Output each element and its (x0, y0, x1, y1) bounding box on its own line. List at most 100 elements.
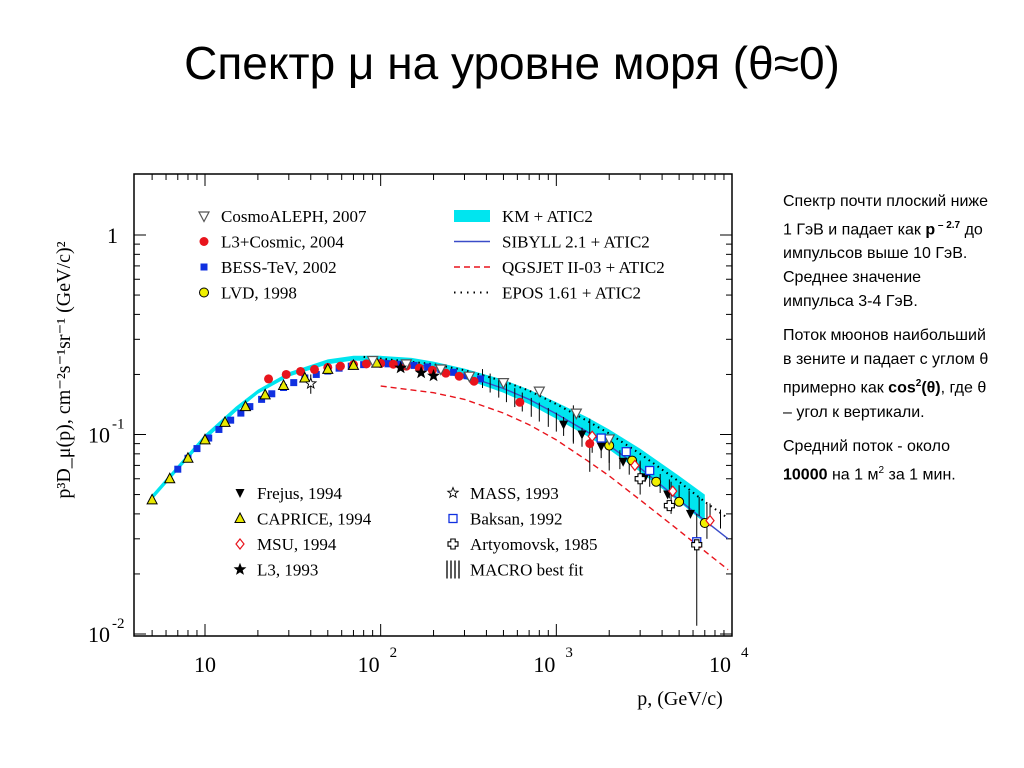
legend-top-marker (200, 263, 208, 271)
point-caprice-1994 (182, 451, 194, 463)
point-bess-tev-2002 (205, 434, 213, 442)
point-baksan-1992 (596, 433, 606, 443)
point-caprice-1994 (163, 472, 176, 484)
legend-bottom-left-marker (234, 511, 246, 523)
data-points (146, 355, 721, 626)
point-lvd-1998 (674, 496, 685, 507)
point-cosmoaleph-2007 (497, 378, 510, 390)
point-caprice-1994 (277, 378, 290, 391)
y-tick-label: 10 (88, 622, 110, 647)
point-cosmoaleph-2007 (603, 434, 616, 446)
point-bess-tev-2002 (410, 361, 418, 369)
point-cosmoaleph-2007 (366, 355, 379, 368)
point-artyomovsk-1985 (634, 473, 646, 485)
slide-title: Спектр μ на уровне моря (θ≈0) (184, 37, 840, 89)
legend-bottom-left-label: MSU, 1994 (257, 535, 337, 554)
legend-bottom-left-label: L3, 1993 (257, 561, 318, 580)
side-paragraph-1: Спектр почти плоский ниже 1 ГэВ и падает… (783, 193, 988, 311)
y-tick-label-exponent: -1 (112, 417, 125, 433)
point-bess-tev-2002 (174, 465, 182, 473)
point-bess-tev-2002 (193, 445, 201, 453)
point-caprice-1994 (219, 415, 231, 427)
legend-bottom-right-marker (446, 486, 460, 499)
point-bess-tev-2002 (237, 409, 245, 417)
point-bess-tev-2002 (227, 416, 235, 424)
point-l3-cosmic-2004 (441, 368, 451, 378)
point-msu-1994 (587, 430, 597, 443)
side-paragraph-2: Поток мюонов наибольший в зените и падае… (783, 327, 989, 421)
point-l3-cosmic-2004 (335, 361, 345, 371)
point-cosmoaleph-2007 (434, 364, 447, 376)
point-l3-cosmic-2004 (281, 369, 291, 379)
legend-top-label: CosmoALEPH, 2007 (221, 207, 367, 226)
legend-bottom-left-label: CAPRICE, 1994 (257, 510, 372, 529)
x-tick-label-exponent: 2 (390, 645, 398, 661)
point-caprice-1994 (239, 400, 252, 412)
line-qgsjet-ii-03-atic2 (380, 385, 729, 571)
legend-bottom-right-label: MACRO best fit (470, 561, 584, 580)
legend-bottom-right-label: MASS, 1993 (470, 484, 559, 503)
legend-model-label: SIBYLL 2.1 + ATIC2 (502, 233, 650, 252)
point-caprice-1994 (347, 358, 360, 370)
point-bess-tev-2002 (384, 360, 392, 368)
point-l3-cosmic-2004 (309, 364, 319, 374)
point-bess-tev-2002 (450, 368, 458, 376)
point-frejus-1994 (596, 442, 606, 452)
y-axis-title: p³D_μ(p), cm⁻²s⁻¹sr⁻¹ (GeV/c)² (53, 241, 75, 498)
point-l3-1993 (414, 365, 428, 379)
point-frejus-1994 (559, 420, 569, 430)
point-caprice-1994 (321, 362, 334, 374)
legend: CosmoALEPH, 2007 L3+Cosmic, 2004 BESS-TeV,… (198, 207, 665, 580)
legend-model-label: KM + ATIC2 (502, 207, 593, 226)
point-l3-1993 (394, 361, 408, 374)
point-artyomovsk-1985 (691, 539, 703, 551)
point-l3-cosmic-2004 (296, 366, 306, 376)
point-frejus-1994 (577, 430, 587, 440)
legend-top-label: LVD, 1998 (221, 284, 297, 303)
point-bess-tev-2002 (424, 363, 432, 371)
point-l3-cosmic-2004 (361, 359, 371, 369)
point-frejus-1994 (685, 509, 695, 519)
legend-bottom-left-marker (235, 489, 245, 498)
km-atic2-band (152, 355, 705, 523)
point-bess-tev-2002 (268, 390, 276, 398)
point-caprice-1994 (146, 493, 158, 505)
point-l3-cosmic-2004 (469, 376, 479, 386)
point-l3-cosmic-2004 (264, 374, 274, 384)
legend-bottom-left-label: Frejus, 1994 (257, 484, 343, 503)
x-tick-label-exponent: 3 (565, 645, 573, 661)
legend-bottom-left-marker (235, 538, 245, 550)
y-tick-label-exponent: -2 (112, 616, 125, 632)
plot-frame (133, 173, 733, 637)
side-notes: Спектр почти плоский ниже 1 ГэВ и падает… (783, 190, 993, 497)
legend-model-band (454, 210, 490, 222)
point-bess-tev-2002 (312, 370, 320, 378)
y-tick-label: 1 (107, 223, 118, 248)
y-tick-label: 10 (88, 423, 110, 448)
x-tick-label: 10 (709, 652, 731, 677)
legend-model-label: QGSJET II-03 + ATIC2 (502, 258, 665, 277)
point-baksan-1992 (621, 447, 631, 457)
point-caprice-1994 (259, 388, 271, 400)
point-msu-1994 (630, 459, 640, 472)
x-tick-label: 10 (194, 652, 216, 677)
muon-spectrum-chart: CosmoALEPH, 2007 L3+Cosmic, 2004 BESS-TeV,… (53, 173, 749, 710)
x-tick-label: 10 (358, 652, 380, 677)
point-baksan-1992 (645, 465, 655, 476)
legend-top-label: L3+Cosmic, 2004 (221, 233, 344, 252)
point-bess-tev-2002 (290, 379, 298, 387)
x-tick-label-exponent: 4 (741, 645, 749, 661)
point-mass-1993 (304, 376, 318, 390)
point-msu-1994 (705, 514, 715, 527)
point-frejus-1994 (618, 457, 628, 467)
point-cosmoaleph-2007 (570, 408, 583, 420)
x-tick-label: 10 (533, 652, 555, 677)
x-axis-title: p, (GeV/c) (637, 688, 723, 710)
legend-top-marker (198, 211, 210, 223)
legend-model-label: EPOS 1.61 + ATIC2 (502, 284, 641, 303)
point-msu-1994 (667, 485, 678, 498)
point-artyomovsk-1985 (663, 500, 675, 512)
legend-top-marker (199, 237, 209, 246)
band-km-atic2 (152, 355, 705, 523)
